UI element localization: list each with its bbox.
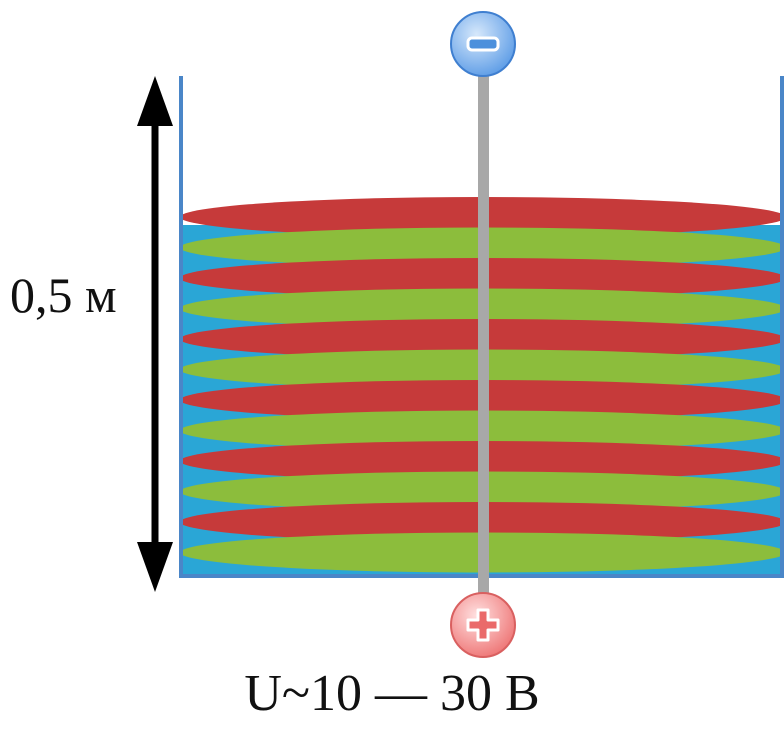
minus-icon xyxy=(466,36,500,52)
plus-icon xyxy=(466,608,500,642)
layer-stack xyxy=(180,197,784,573)
negative-electrode xyxy=(450,11,516,77)
positive-electrode xyxy=(450,592,516,658)
height-label: 0,5 м xyxy=(10,267,117,323)
electrode-rod xyxy=(478,64,489,604)
height-arrow xyxy=(137,76,173,592)
voltage-label: U~10 — 30 В xyxy=(244,665,540,722)
